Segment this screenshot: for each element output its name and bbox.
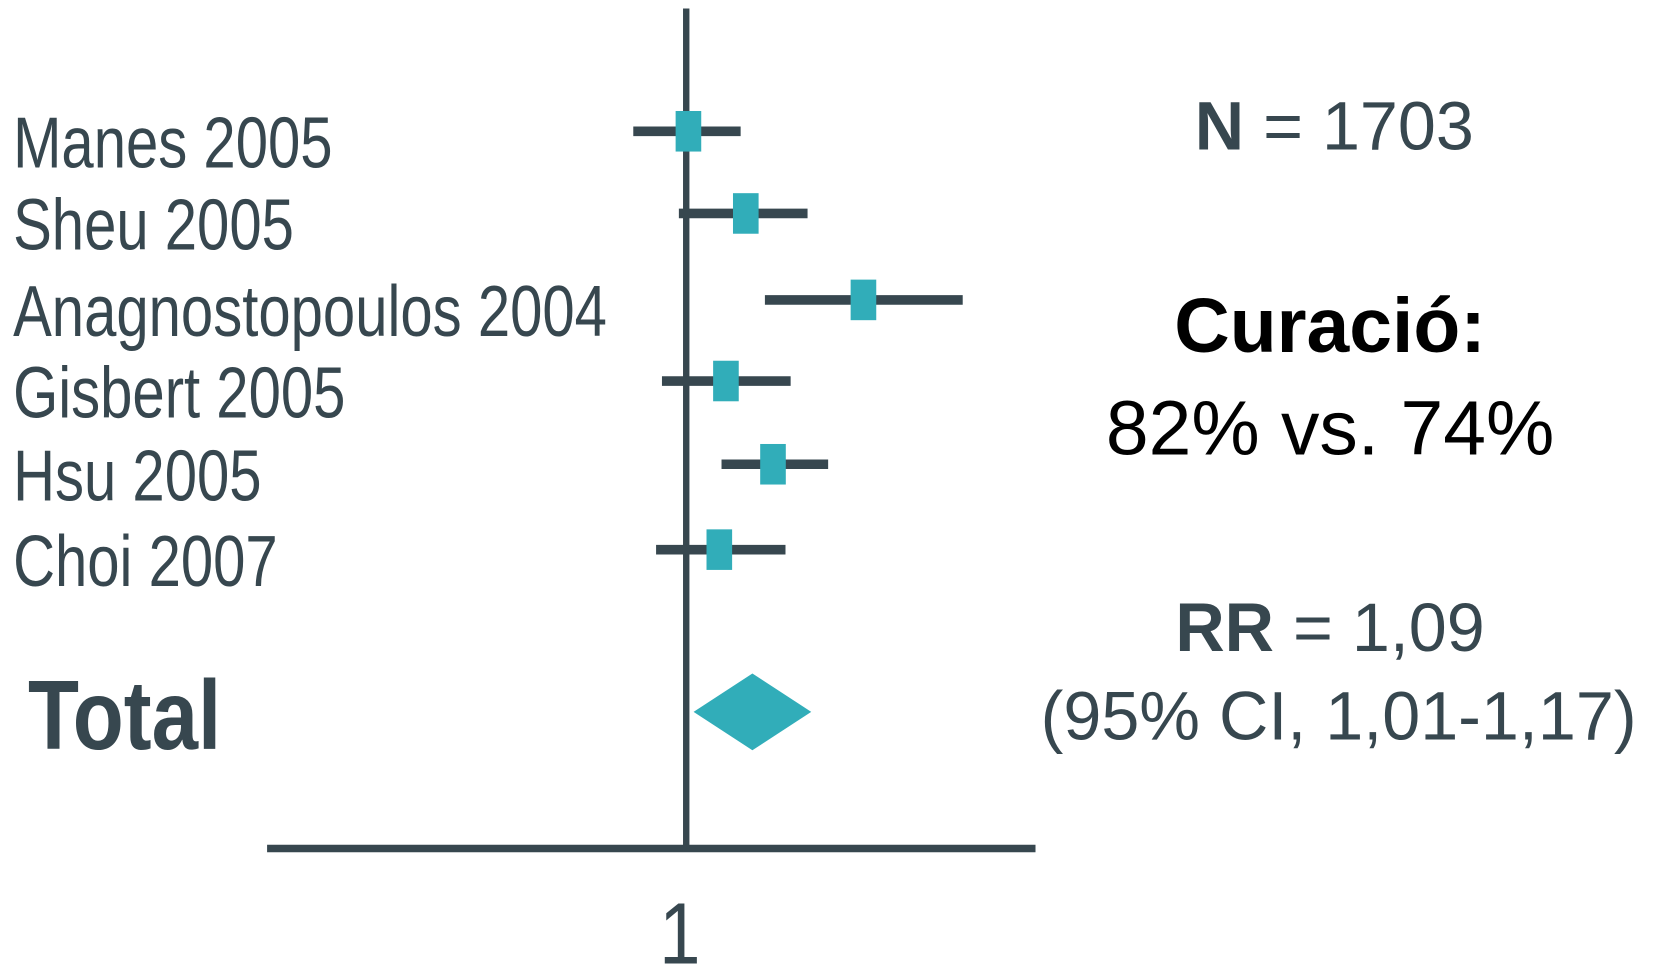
n-value: = 1703 (1263, 88, 1474, 164)
study-label: Gisbert 2005 (13, 352, 345, 433)
x-tick-label: 1 (659, 885, 700, 968)
rr-annotation: RR = 1,09 (1175, 590, 1484, 666)
n-annotation: N = 1703 (1195, 88, 1474, 164)
rr-value: = 1,09 (1293, 590, 1485, 666)
point-estimate (675, 110, 702, 152)
cure-title: Curació: (1174, 283, 1486, 369)
ci-text: (95% CI, 1,01-1,17) (1041, 679, 1637, 755)
n-label: N (1195, 88, 1244, 164)
study-label: Sheu 2005 (13, 185, 294, 266)
study-label: Hsu 2005 (13, 435, 261, 516)
study-label: Anagnostopoulos 2004 (13, 271, 607, 352)
point-estimate (706, 529, 733, 570)
rr-label: RR (1175, 590, 1274, 666)
cure-values: 82% vs. 74% (1106, 386, 1554, 472)
point-estimate (850, 279, 877, 321)
total-label: Total (28, 662, 221, 771)
point-estimate (713, 360, 739, 402)
total-diamond (693, 673, 812, 751)
point-estimate (760, 443, 786, 485)
point-estimate (732, 193, 759, 234)
study-label: Manes 2005 (13, 102, 332, 183)
study-label: Choi 2007 (13, 521, 278, 602)
